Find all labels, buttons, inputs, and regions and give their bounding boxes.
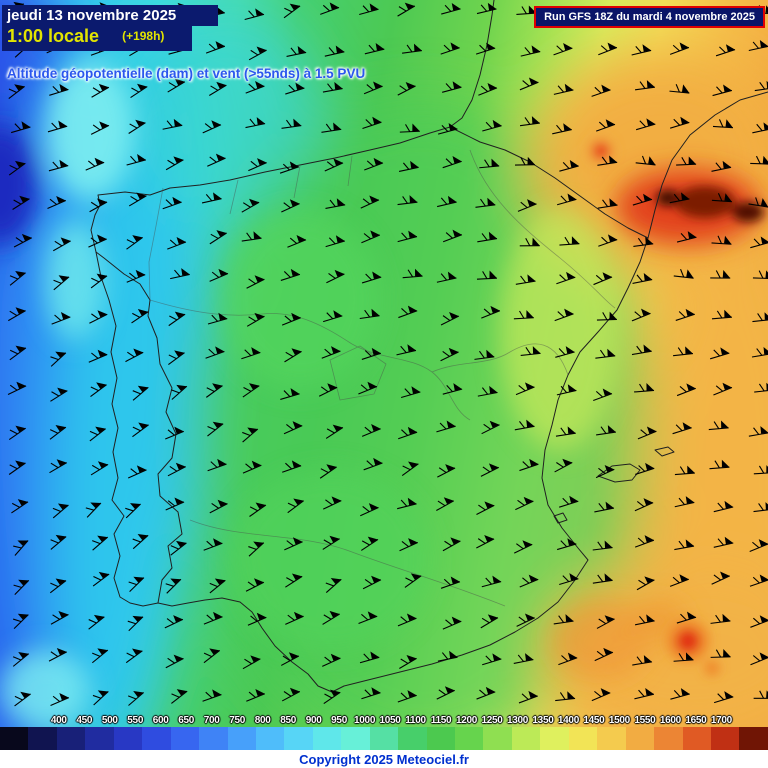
- copyright-label: Copyright 2025 Meteociel.fr: [299, 751, 469, 767]
- forecast-offset-label: (+198h): [122, 29, 165, 43]
- legend-swatch: [597, 727, 626, 750]
- legend-swatch: [540, 727, 569, 750]
- legend-swatch: [199, 727, 228, 750]
- legend-swatch: [568, 727, 598, 750]
- legend-swatch: [170, 727, 200, 750]
- local-time-label: 1:00 locale: [7, 26, 100, 46]
- legend-swatch: [710, 727, 740, 750]
- legend-swatch: [56, 727, 86, 750]
- legend-swatch: [625, 727, 655, 750]
- field-small-maxima: [587, 137, 764, 676]
- map-title: Altitude géopotentielle (dam) et vent (>…: [7, 66, 366, 81]
- legend-swatch: [426, 727, 455, 750]
- coastlines: [90, 0, 768, 693]
- legend-swatch: [455, 727, 484, 750]
- legend-swatch: [369, 727, 399, 750]
- date-label: jeudi 13 novembre 2025: [2, 5, 219, 26]
- footer: Copyright 2025 Meteociel.fr: [0, 750, 768, 768]
- legend-swatch: [85, 727, 114, 750]
- legend-swatch: [398, 727, 427, 750]
- legend-swatch: [255, 727, 285, 750]
- legend-swatch: [739, 727, 768, 750]
- legend-swatch: [0, 727, 29, 750]
- legend-swatch: [284, 727, 313, 750]
- map-field: [0, 0, 768, 727]
- legend-swatch: [654, 727, 683, 750]
- map-area: jeudi 13 novembre 2025 1:00 locale (+198…: [0, 0, 768, 727]
- legend-swatch: [28, 727, 57, 750]
- time-label: 1:00 locale (+198h): [2, 26, 193, 51]
- legend-swatch: [511, 727, 541, 750]
- legend-swatch: [142, 727, 171, 750]
- legend-swatch: [341, 727, 370, 750]
- legend-swatch: [682, 727, 711, 750]
- run-info-badge: Run GFS 18Z du mardi 4 novembre 2025: [534, 6, 765, 28]
- legend-swatch: [227, 727, 256, 750]
- legend-swatch: [483, 727, 512, 750]
- legend-swatch: [113, 727, 143, 750]
- legend-bar: [0, 727, 768, 750]
- legend-swatch: [312, 727, 342, 750]
